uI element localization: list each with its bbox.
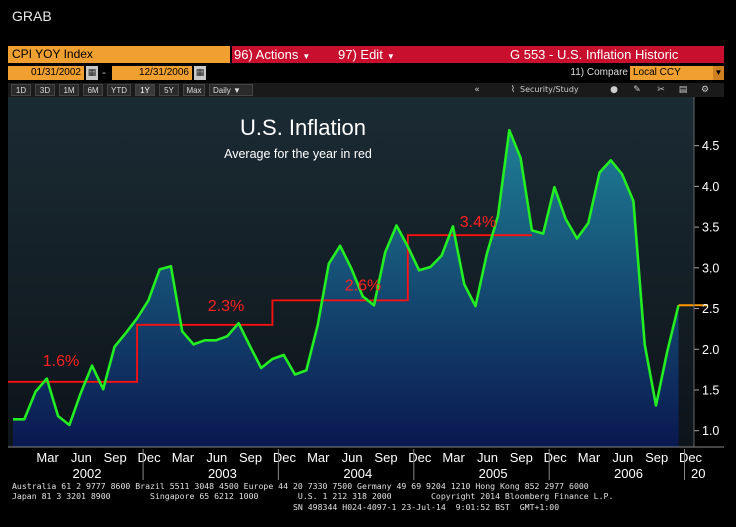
average-label-2003: 2.3% [208, 298, 244, 315]
chevron-down-icon: ▼ [302, 52, 311, 61]
footer-line-2: Japan 81 3 3201 8900 Singapore 65 6212 1… [12, 491, 614, 502]
x-year-label: 2003 [208, 466, 237, 480]
annotate-icon[interactable]: ✎ [633, 85, 641, 95]
x-year-label: 2002 [73, 466, 102, 480]
footer-line-3: SN 498344 H024-4097-1 23-Jul-14 9:01:52 … [12, 501, 560, 512]
x-month-label: Jun [206, 450, 227, 465]
y-tick-label: 3.0 [702, 261, 719, 275]
compare-button[interactable]: 11) Compare [570, 67, 628, 78]
average-label-2004: 2.6% [345, 277, 381, 294]
x-month-label: Mar [578, 450, 601, 465]
range-button-5y[interactable]: 5Y [159, 84, 179, 96]
inflation-chart: 1.0 1.5 2.0 2.5 3.0 3.5 4.0 4.5 Mar Jun Sep Dec Mar… [8, 97, 724, 481]
chart-subtitle: Average for the year in red [224, 147, 372, 161]
average-label-2002: 1.6% [43, 353, 79, 370]
frequency-value: Daily [213, 86, 231, 95]
grid-icon[interactable]: ▤ [678, 85, 688, 95]
x-month-label: Dec [408, 450, 432, 465]
y-tick-label: 2.5 [702, 302, 719, 316]
security-study-button[interactable]: Security/Study [520, 85, 579, 94]
x-month-label: Sep [239, 450, 262, 465]
range-button-3d[interactable]: 3D [35, 84, 55, 96]
x-month-label: Dec [679, 450, 703, 465]
x-year-label: 2006 [614, 466, 643, 480]
dot-icon[interactable]: ● [610, 85, 618, 95]
average-label-2005: 3.4% [460, 214, 496, 231]
chevron-down-icon: ▼ [386, 52, 395, 61]
currency-value: Local CCY [633, 67, 681, 78]
currency-select[interactable]: Local CCY ▼ [630, 66, 724, 80]
range-button-max[interactable]: Max [183, 84, 205, 96]
tools-icon[interactable]: ✂ [657, 85, 665, 95]
x-month-label: Mar [172, 450, 195, 465]
actions-label: 96) Actions [234, 47, 299, 62]
x-month-label: Jun [342, 450, 363, 465]
y-axis-background [694, 97, 724, 447]
footer: Australia 61 2 9777 8600 Brazil 5511 304… [12, 481, 724, 512]
y-tick-label: 2.0 [702, 343, 719, 357]
y-tick-label: 3.5 [702, 221, 719, 235]
ticker-input[interactable]: CPI YOY Index [8, 46, 230, 63]
edit-menu[interactable]: 97) Edit ▼ [338, 46, 395, 63]
x-month-label: Jun [612, 450, 633, 465]
range-bar: 1D 3D 1M 6M YTD 1Y 5Y Max Daily ▼ « ⌇ Se… [8, 83, 724, 97]
chevron-down-icon: ▼ [233, 86, 241, 95]
x-month-label: Sep [510, 450, 533, 465]
window-title: GRAB [12, 8, 52, 24]
x-year-label: 20 [691, 466, 705, 480]
y-tick-label: 1.0 [702, 424, 719, 438]
x-month-label: Mar [36, 450, 59, 465]
series-area [13, 130, 679, 447]
x-month-label: Mar [442, 450, 465, 465]
frequency-select[interactable]: Daily ▼ [209, 84, 253, 96]
end-date-field[interactable]: 12/31/2006 [112, 66, 192, 80]
range-button-ytd[interactable]: YTD [107, 84, 131, 96]
y-tick-label: 4.5 [702, 139, 719, 153]
x-month-label: Dec [273, 450, 297, 465]
x-month-label: Jun [477, 450, 498, 465]
settings-icon[interactable]: ⚙ [700, 85, 710, 95]
x-month-label: Dec [544, 450, 568, 465]
chart-area: 1.0 1.5 2.0 2.5 3.0 3.5 4.0 4.5 Mar Jun Sep Dec Mar… [8, 97, 724, 481]
x-month-label: Mar [307, 450, 330, 465]
command-bar: CPI YOY Index 96) Actions ▼ 97) Edit ▼ G 5… [8, 46, 724, 63]
edit-label: 97) Edit [338, 47, 383, 62]
date-separator: - [102, 66, 106, 79]
calendar-icon[interactable]: ▦ [194, 66, 206, 80]
x-year-label: 2005 [479, 466, 508, 480]
actions-menu[interactable]: 96) Actions ▼ [234, 46, 310, 63]
range-button-1m[interactable]: 1M [59, 84, 79, 96]
x-month-label: Jun [71, 450, 92, 465]
start-date-field[interactable]: 01/31/2002 [8, 66, 84, 80]
footer-line-1: Australia 61 2 9777 8600 Brazil 5511 304… [12, 481, 589, 491]
date-range-bar: 01/31/2002 ▦ - 12/31/2006 ▦ 11) Compare … [8, 66, 724, 81]
y-tick-label: 4.0 [702, 180, 719, 194]
range-button-1d[interactable]: 1D [11, 84, 31, 96]
x-month-label: Sep [645, 450, 668, 465]
x-year-label: 2004 [343, 466, 372, 480]
collapse-icon[interactable]: « [474, 85, 480, 95]
series-line [13, 128, 680, 427]
calendar-icon[interactable]: ▦ [86, 66, 98, 80]
range-button-6m[interactable]: 6M [83, 84, 103, 96]
y-tick-label: 1.5 [702, 383, 719, 397]
function-title: G 553 - U.S. Inflation Historic [510, 47, 679, 62]
function-bar: 96) Actions ▼ 97) Edit ▼ G 553 - U.S. Infl… [232, 46, 724, 63]
x-month-label: Sep [374, 450, 397, 465]
range-button-1y[interactable]: 1Y [135, 84, 155, 96]
x-month-label: Dec [138, 450, 162, 465]
chevron-down-icon: ▼ [713, 66, 724, 80]
chart-title: U.S. Inflation [240, 115, 366, 140]
x-month-label: Sep [104, 450, 127, 465]
chart-lines-icon[interactable]: ⌇ [510, 85, 516, 95]
